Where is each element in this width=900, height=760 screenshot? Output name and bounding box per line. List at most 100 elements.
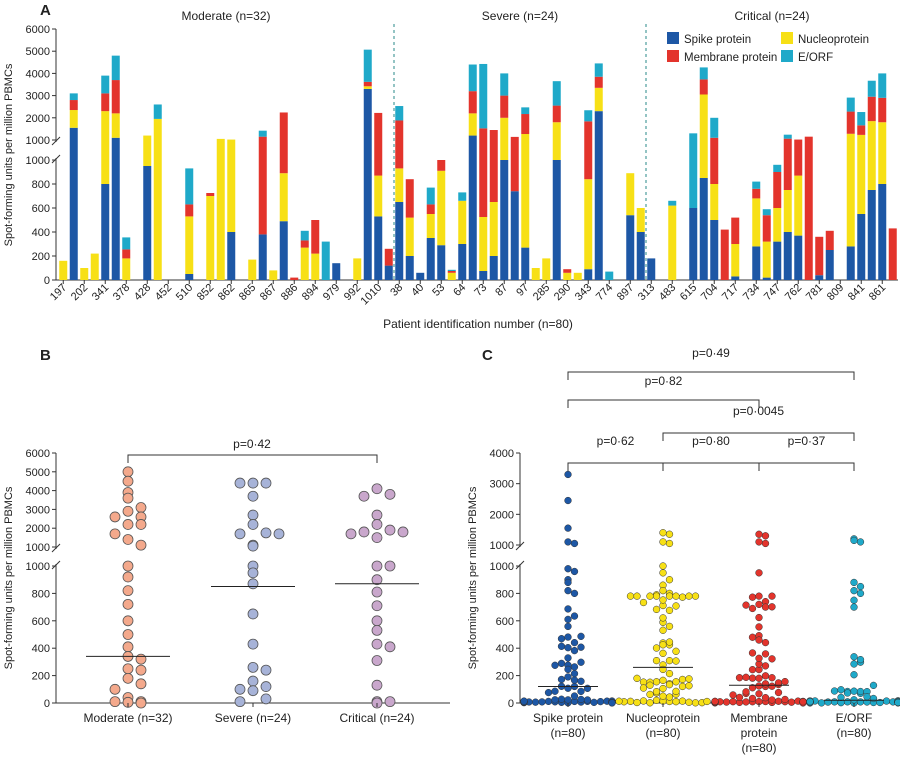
data-point [755, 530, 763, 538]
data-point [557, 635, 566, 643]
bar-segment [510, 191, 519, 280]
bar-segment [584, 110, 593, 122]
bar-segment [689, 133, 698, 208]
bar-segment [846, 111, 855, 134]
data-point [247, 567, 259, 579]
data-point [761, 532, 770, 540]
bar-segment [783, 190, 792, 232]
data-point [109, 696, 121, 708]
bar-segment [437, 170, 446, 246]
group-label: Moderate (n=32) [181, 9, 270, 23]
data-point [371, 655, 383, 666]
data-point [260, 477, 272, 489]
bar-segment [248, 259, 257, 280]
data-point [371, 509, 383, 521]
bar-segment [384, 265, 393, 280]
data-point [564, 654, 572, 662]
data-point [122, 641, 134, 653]
data-point [761, 680, 770, 688]
bar-segment [405, 256, 414, 280]
y-tick-label: 4000 [26, 486, 50, 498]
data-point [768, 674, 776, 682]
data-point [384, 560, 396, 572]
data-point [830, 687, 839, 695]
data-point [768, 696, 776, 704]
data-point [633, 674, 641, 682]
data-point [755, 538, 763, 546]
y-tick-label: 1000 [490, 561, 514, 573]
bar-segment [143, 135, 152, 166]
data-point [371, 586, 383, 598]
bar-segment [857, 125, 866, 135]
x-tick-label: 97 [514, 282, 531, 299]
x-tick-label: Moderate (n=32) [83, 711, 172, 725]
bar-segment [153, 104, 162, 119]
bar-segment [468, 91, 477, 114]
data-point [659, 538, 667, 546]
data-point [781, 677, 789, 686]
x-tick-label-line: (n=80) [645, 726, 680, 740]
data-point [260, 664, 272, 676]
bar-segment [332, 263, 341, 280]
x-tick-label: 841 [846, 282, 867, 303]
data-point [608, 699, 616, 707]
axis-break-mark [51, 543, 61, 553]
data-point [570, 612, 579, 620]
x-tick-label: 865 [237, 282, 258, 303]
bar-segment [479, 271, 488, 280]
bar-segment [101, 75, 110, 94]
bar-segment [500, 95, 509, 118]
data-point [371, 679, 383, 691]
bar-segment [815, 236, 824, 276]
bar-segment [395, 168, 404, 202]
bar-segment [437, 160, 446, 171]
data-point [850, 587, 858, 595]
y-tick-label: 4000 [26, 68, 50, 80]
data-point [371, 600, 383, 612]
data-point [748, 684, 757, 692]
bar-segment [311, 220, 320, 254]
bar-segment [794, 235, 803, 280]
data-point [577, 632, 585, 640]
bar-segment [206, 196, 215, 280]
bar-segment [752, 188, 761, 199]
comparison-bracket [567, 399, 760, 408]
bar-segment [762, 277, 771, 280]
data-point [570, 589, 579, 598]
x-tick-label: Nucleoprotein (n=80) [626, 711, 700, 740]
data-point [672, 602, 680, 610]
bar-segment [731, 276, 740, 280]
x-tick-label: 38 [388, 282, 405, 299]
bar-segment [479, 63, 488, 129]
data-point [564, 633, 572, 641]
data-point [273, 528, 285, 540]
data-point [247, 477, 259, 489]
data-point [652, 656, 661, 665]
bar-segment [363, 49, 372, 82]
data-point [531, 698, 540, 706]
bar-segment [762, 209, 771, 216]
data-point [564, 496, 572, 505]
bar-segment [815, 275, 824, 280]
data-point [672, 657, 680, 665]
data-point [564, 538, 572, 546]
y-tick-label: 6000 [26, 448, 50, 460]
data-point [659, 529, 667, 537]
data-point [850, 687, 858, 695]
bar-segment [416, 272, 425, 280]
data-point [646, 699, 654, 707]
bar-segment [762, 241, 771, 278]
bar-segment [542, 258, 551, 280]
bar-segment [185, 168, 194, 205]
data-point [755, 613, 763, 622]
legend-label: E/ORF [798, 52, 833, 64]
data-point [748, 593, 757, 601]
data-point [260, 693, 272, 705]
y-tick-label: 200 [32, 251, 50, 263]
data-point [564, 615, 572, 624]
data-point [659, 562, 667, 570]
bar-segment [878, 97, 887, 123]
y-tick-label: 600 [496, 616, 514, 628]
data-point [729, 698, 737, 706]
bar-segment [710, 184, 719, 220]
